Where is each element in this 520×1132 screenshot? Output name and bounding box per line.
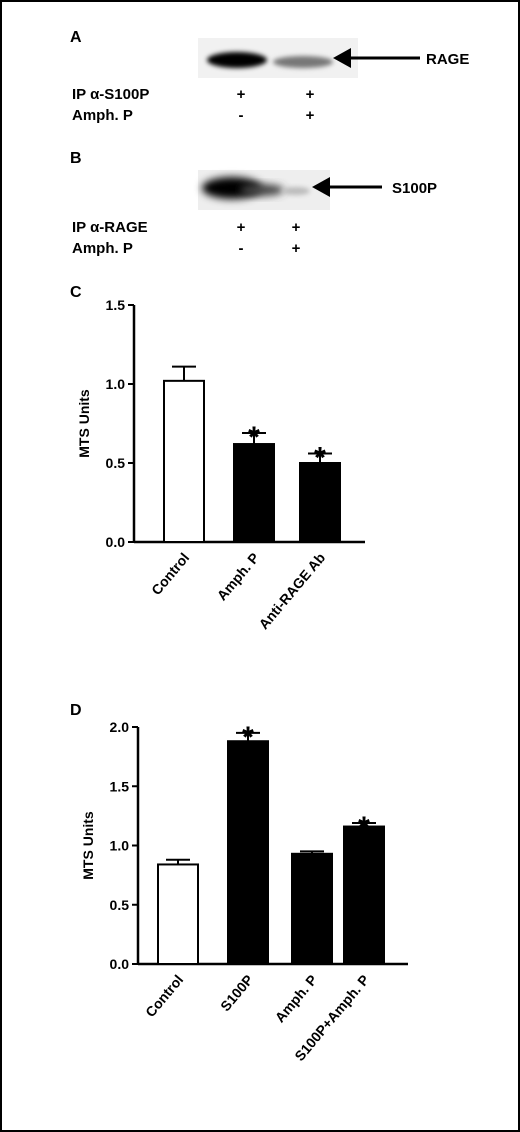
y-tick-label: 1.0: [110, 838, 130, 854]
significance-marker-3: *: [314, 442, 326, 475]
bar-3: [291, 852, 333, 965]
panel-b-row-1-label: IP α-RAGE: [72, 219, 148, 236]
y-axis-label: MTS Units: [80, 811, 96, 880]
panel-b: B S100P IP α-RAGE + + Amph. P - +: [70, 150, 437, 257]
bar-2: [227, 740, 269, 965]
bar-1: [157, 863, 199, 966]
rage-label: RAGE: [426, 51, 469, 68]
panel-a-blot: [198, 38, 358, 78]
y-tick-label: 2.0: [110, 719, 130, 735]
panel-b-letter: B: [70, 150, 82, 167]
rage-band-lane-2: [273, 56, 333, 68]
rage-arrow: [333, 48, 420, 68]
category-label-1: Control: [148, 550, 192, 598]
y-tick-label: 0.5: [110, 897, 130, 913]
panel-a-row-2-lane-2: +: [306, 107, 315, 124]
panel-b-row-1-lane-1: +: [237, 219, 246, 236]
panel-a-letter: A: [70, 29, 82, 46]
category-label-3: Amph. P: [272, 972, 321, 1026]
category-label-1: Control: [142, 972, 186, 1020]
bar-1: [163, 379, 205, 543]
s100p-arrow: [312, 177, 382, 197]
significance-marker-2: *: [242, 721, 254, 754]
s100p-band-lane-2: [282, 187, 310, 195]
bar-4: [343, 825, 385, 965]
panel-b-row-2-lane-1: -: [239, 240, 244, 257]
category-label-2: S100P: [217, 972, 256, 1014]
y-tick-label: 1.0: [106, 376, 126, 392]
category-label-3: Anti-RAGE Ab: [255, 550, 328, 633]
y-tick-label: 0.5: [106, 455, 126, 471]
significance-marker-4: *: [358, 811, 370, 844]
panel-b-row-1-lane-2: +: [292, 219, 301, 236]
panel-a: A RAGE IP α-S100P + + Amph. P - +: [70, 29, 469, 124]
panel-d-letter: D: [70, 702, 82, 719]
y-axis-label: MTS Units: [76, 389, 92, 458]
panel-a-row-1-lane-1: +: [237, 86, 246, 103]
rage-band-lane-1: [207, 52, 267, 68]
significance-marker-2: *: [248, 421, 260, 454]
chart-c: 0.0 0.5 1.0 1.5 MTS Units Control * Amph. P * Ant…: [76, 297, 365, 632]
s100p-label: S100P: [392, 180, 437, 197]
y-tick-label: 1.5: [106, 297, 126, 313]
panel-a-row-1-lane-2: +: [306, 86, 315, 103]
panel-b-row-2-label: Amph. P: [72, 240, 133, 257]
y-tick-label: 0.0: [106, 534, 126, 550]
panel-b-row-2-lane-2: +: [292, 240, 301, 257]
chart-d: 0.0 0.5 1.0 1.5 2.0 MTS Units Control * S100P Amp…: [80, 719, 408, 1064]
bar-3: [299, 462, 341, 543]
panel-c-letter: C: [70, 284, 82, 301]
panel-a-row-2-label: Amph. P: [72, 107, 133, 124]
panel-a-row-1-label: IP α-S100P: [72, 86, 149, 103]
y-tick-label: 1.5: [110, 778, 130, 794]
category-label-2: Amph. P: [214, 550, 263, 604]
y-tick-label: 0.0: [110, 956, 130, 972]
panel-b-blot: [198, 170, 330, 210]
bar-2: [233, 443, 275, 544]
panel-a-row-2-lane-1: -: [239, 107, 244, 124]
